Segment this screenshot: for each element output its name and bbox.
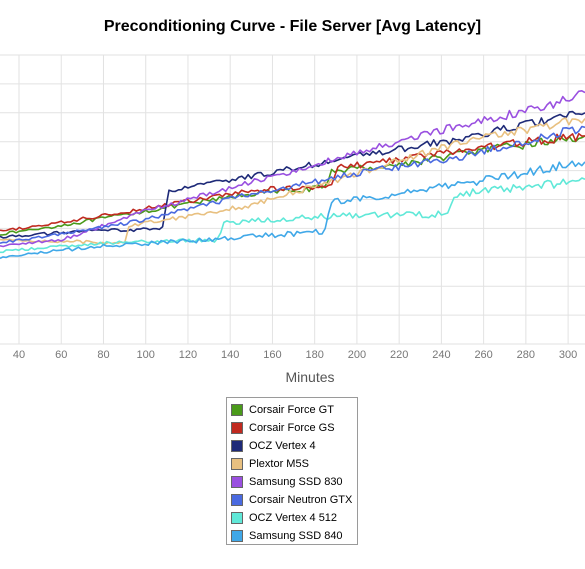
legend-swatch — [231, 440, 243, 452]
series-line — [0, 132, 585, 232]
series-lines — [0, 90, 585, 260]
series-line — [0, 125, 585, 244]
legend-label: Samsung SSD 840 — [249, 530, 343, 542]
x-tick-label: 60 — [55, 349, 67, 361]
legend-swatch — [231, 494, 243, 506]
legend-label: OCZ Vertex 4 512 — [249, 512, 338, 524]
legend-item: Samsung SSD 840 — [231, 527, 343, 545]
legend-swatch — [231, 422, 243, 434]
legend-label: Corsair Neutron GTX — [249, 494, 353, 506]
x-axis-label: Minutes — [285, 369, 334, 385]
x-tick-labels: 40 60 80 100 120 140 160 180 200 220 240 260 280 300 — [13, 349, 577, 361]
x-tick-label: 40 — [13, 349, 25, 361]
legend-label: Corsair Force GT — [249, 404, 334, 416]
legend-label: Corsair Force GS — [249, 422, 335, 434]
legend-item: Plextor M5S — [231, 455, 309, 473]
x-tick-label: 100 — [137, 349, 155, 361]
x-tick-label: 160 — [263, 349, 281, 361]
x-tick-label: 280 — [517, 349, 535, 361]
legend-item: Samsung SSD 830 — [231, 473, 343, 491]
legend-swatch — [231, 404, 243, 416]
legend-swatch — [231, 458, 243, 470]
x-tick-label: 200 — [348, 349, 366, 361]
series-line — [0, 90, 585, 248]
x-tick-label: 260 — [474, 349, 492, 361]
x-tick-label: 80 — [97, 349, 109, 361]
x-tick-label: 140 — [221, 349, 239, 361]
x-tick-label: 120 — [179, 349, 197, 361]
legend-swatch — [231, 512, 243, 524]
grid-lines — [0, 54, 585, 345]
series-line — [0, 160, 585, 260]
x-tick-label: 240 — [432, 349, 450, 361]
legend-label: Samsung SSD 830 — [249, 476, 343, 488]
x-tick-label: 180 — [305, 349, 323, 361]
legend-item: Corsair Force GT — [231, 401, 334, 419]
series-line — [0, 117, 585, 245]
x-tick-label: 300 — [559, 349, 577, 361]
legend-label: OCZ Vertex 4 — [249, 440, 316, 452]
legend: Corsair Force GT Corsair Force GS OCZ Vert… — [226, 397, 358, 545]
legend-item: OCZ Vertex 4 — [231, 437, 316, 455]
series-line — [0, 177, 585, 254]
legend-item: Corsair Neutron GTX — [231, 491, 352, 509]
legend-item: OCZ Vertex 4 512 — [231, 509, 337, 527]
legend-swatch — [231, 476, 243, 488]
legend-label: Plextor M5S — [249, 458, 309, 470]
chart-title: Preconditioning Curve - File Server [Avg… — [103, 18, 482, 35]
legend-swatch — [231, 530, 243, 542]
x-tick-label: 220 — [390, 349, 408, 361]
legend-item: Corsair Force GS — [231, 419, 335, 437]
